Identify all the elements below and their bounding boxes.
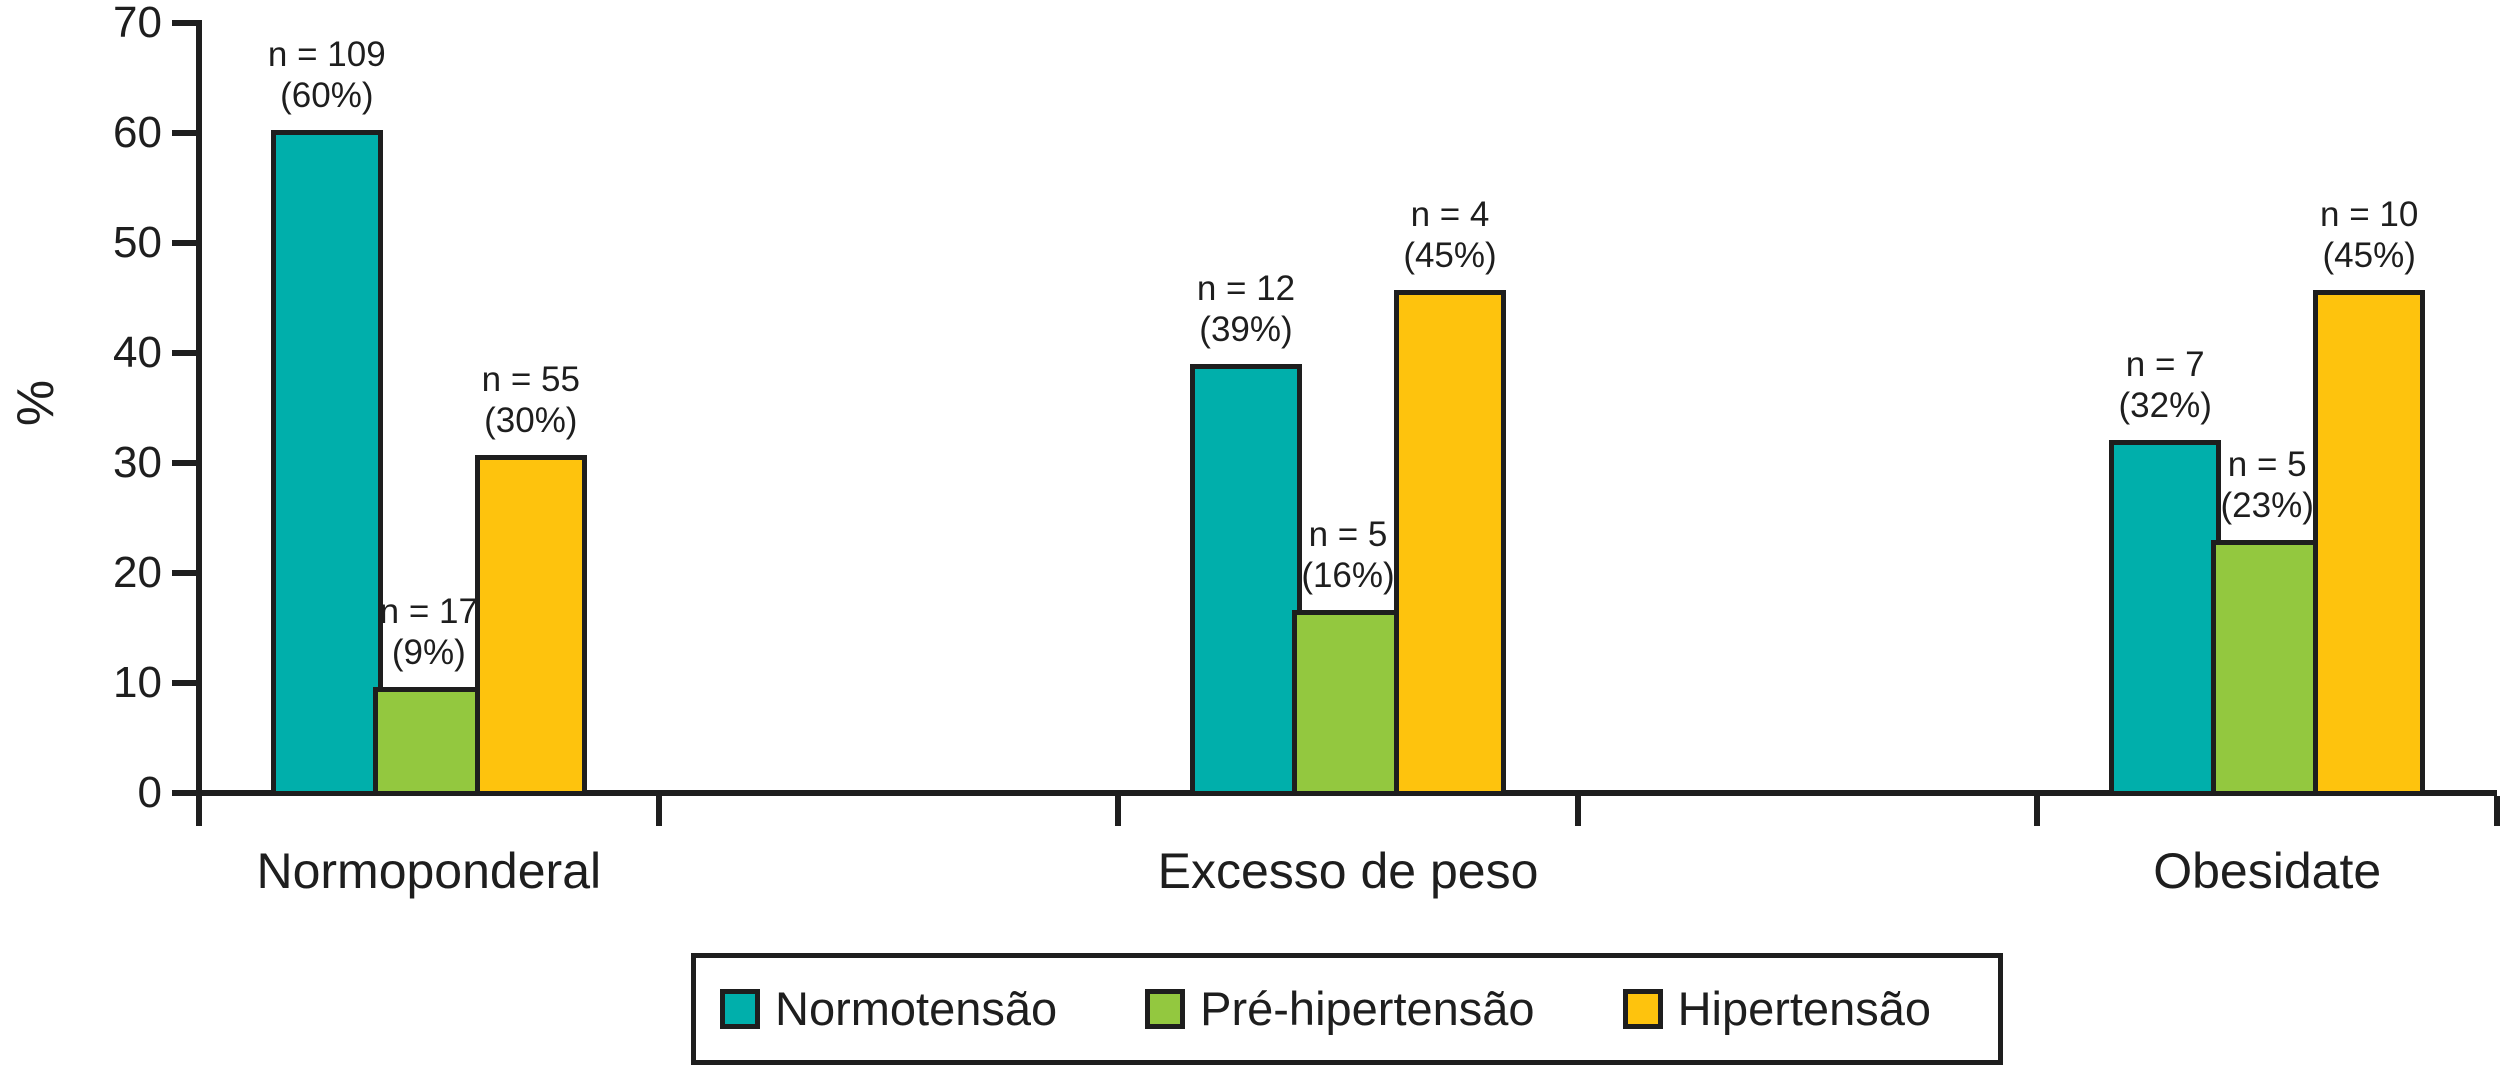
legend-label: Normotensão — [775, 982, 1058, 1035]
annotation-pct: (16%) — [1301, 555, 1395, 595]
legend: Normotensão Pré-hipertensão Hipertensão — [691, 953, 2003, 1065]
bar-2-1 — [1190, 364, 1302, 796]
annotation-n: n = 10 — [2320, 194, 2419, 234]
bar-1-2 — [372, 686, 485, 796]
annotation-pct: (60%) — [280, 76, 374, 115]
y-tick-label: 0 — [137, 768, 162, 817]
y-tick — [172, 460, 196, 466]
bar-annotation: n = 12 (39%) — [1197, 268, 1295, 350]
legend-swatch-icon — [720, 989, 760, 1029]
category-label: Obesidate — [2153, 843, 2382, 899]
y-tick-label: 10 — [113, 658, 162, 707]
y-tick-label: 50 — [113, 218, 162, 267]
y-tick-label: 70 — [113, 0, 162, 47]
y-axis-line — [196, 20, 202, 824]
bar-annotation: n = 7 (32%) — [2119, 344, 2212, 426]
bar-1-1 — [270, 130, 383, 796]
x-tick — [1574, 796, 1581, 826]
y-tick-label: 20 — [113, 548, 162, 597]
bar-3-1 — [2109, 440, 2222, 796]
annotation-n: n = 4 — [1410, 194, 1490, 234]
legend-item: Pré-hipertensão — [1145, 982, 1535, 1035]
annotation-n: n = 17 — [379, 591, 478, 631]
legend-label: Hipertensão — [1677, 982, 1931, 1035]
annotation-n: n = 5 — [1308, 514, 1388, 554]
annotation-n: n = 109 — [267, 35, 386, 74]
annotation-n: n = 55 — [481, 359, 580, 399]
bar-annotation: n = 10 (45%) — [2320, 194, 2418, 276]
annotation-n: n = 7 — [2125, 345, 2205, 385]
y-tick — [172, 130, 196, 136]
category-label: Excesso de peso — [1157, 843, 1539, 899]
annotation-n: n = 5 — [2227, 445, 2307, 485]
annotation-pct: (39%) — [1199, 310, 1293, 350]
y-tick-label: 60 — [113, 108, 162, 157]
annotation-pct: (9%) — [391, 632, 466, 672]
annotation-n: n = 12 — [1196, 269, 1296, 309]
x-tick — [2034, 796, 2041, 826]
y-tick-label: 30 — [113, 438, 162, 487]
bar-3-3 — [2313, 289, 2426, 796]
bar-3-2 — [2211, 540, 2324, 796]
annotation-pct: (30%) — [484, 400, 578, 440]
x-tick — [1115, 796, 1122, 826]
legend-items: Normotensão Pré-hipertensão Hipertensão — [720, 984, 2019, 1034]
y-tick-label: 40 — [113, 328, 162, 377]
y-tick — [172, 20, 196, 26]
legend-swatch-icon — [1622, 989, 1663, 1029]
bar-annotation: n = 5 (16%) — [1301, 514, 1394, 596]
bar-1-3 — [474, 454, 587, 796]
x-tick — [2494, 796, 2500, 826]
x-tick — [655, 796, 662, 826]
bar-2-2 — [1292, 609, 1404, 796]
bar-annotation: n = 5 (23%) — [2221, 444, 2314, 526]
y-tick — [172, 350, 196, 356]
y-tick — [172, 570, 196, 576]
y-tick — [172, 240, 196, 246]
legend-item: Normotensão — [720, 984, 1057, 1034]
legend-item: Hipertensão — [1622, 982, 1931, 1035]
category-label: Normoponderal — [256, 843, 602, 899]
bar-annotation: n = 17 (9%) — [380, 591, 478, 673]
bar-annotation: n = 4 (45%) — [1403, 194, 1496, 276]
y-tick — [172, 680, 196, 686]
bar-annotation: n = 55 (30%) — [482, 359, 580, 441]
annotation-pct: (32%) — [2118, 386, 2212, 426]
legend-label: Pré-hipertensão — [1200, 982, 1535, 1035]
y-tick — [172, 790, 196, 796]
legend-swatch-icon — [1145, 989, 1186, 1029]
annotation-pct: (23%) — [2220, 486, 2314, 526]
x-tick — [196, 796, 202, 826]
bar-annotation: n = 109 (60%) — [268, 34, 386, 116]
annotation-pct: (45%) — [1403, 235, 1497, 275]
bar-2-3 — [1394, 289, 1506, 796]
annotation-pct: (45%) — [2322, 235, 2416, 275]
